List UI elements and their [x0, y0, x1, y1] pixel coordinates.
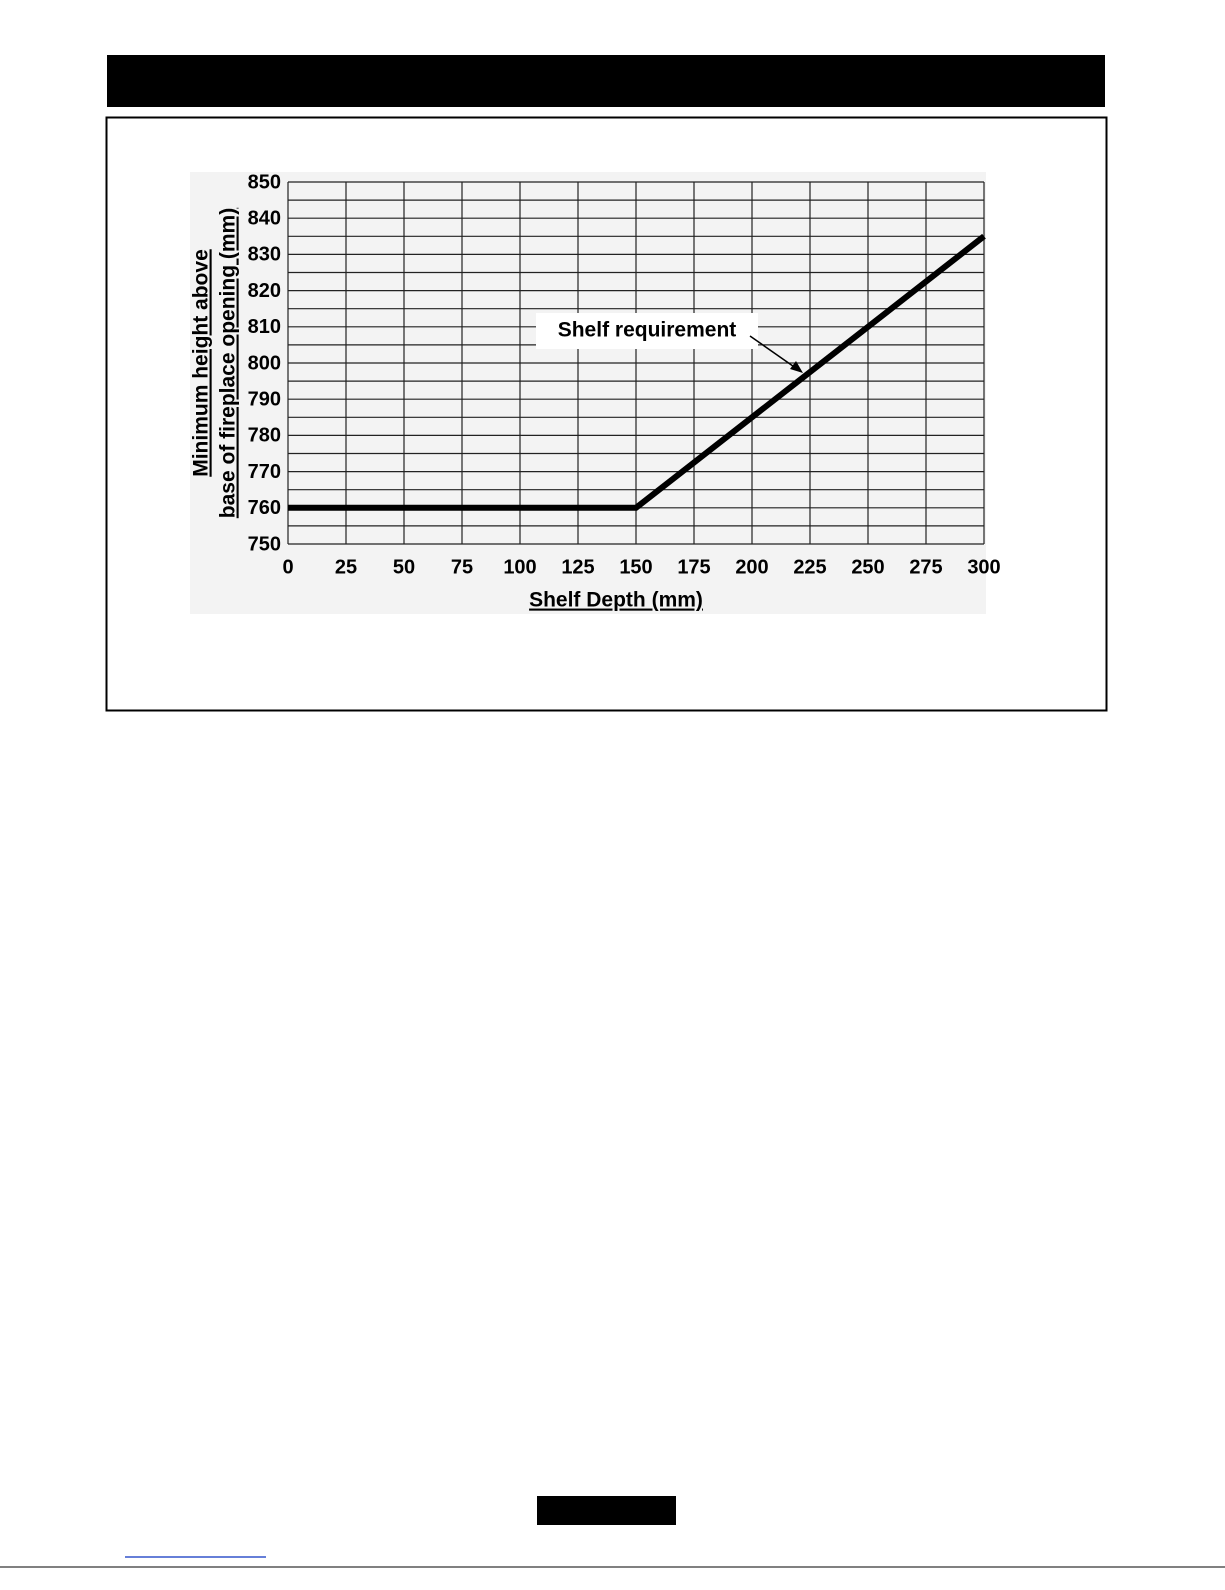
footer-block [537, 1496, 676, 1525]
data-line [288, 233, 986, 511]
y-tick-label: 850 [248, 171, 281, 193]
x-axis-label: Shelf Depth (mm) [529, 589, 703, 612]
y-tick-label: 780 [248, 425, 281, 447]
x-tick-label: 25 [335, 556, 357, 578]
x-tick-label: 150 [619, 556, 652, 578]
x-tick-label: 250 [851, 556, 884, 578]
y-tick-label: 830 [248, 244, 281, 266]
x-tick-label: 125 [561, 556, 594, 578]
x-tick-label: 0 [282, 556, 293, 578]
x-tick-label: 300 [967, 556, 1000, 578]
chart: 750 760 770 780 790 800 810 820 830 840 850 0 25 50 75… [190, 171, 1001, 611]
y-tick-label: 800 [248, 352, 281, 374]
y-tick-label: 820 [248, 280, 281, 302]
y-tick-label: 840 [248, 207, 281, 229]
x-tick-label: 75 [451, 556, 473, 578]
figure-frame [105, 116, 1108, 712]
chart-background [190, 172, 986, 614]
header-bar [107, 55, 1105, 107]
y-axis-label: Minimum height above [190, 249, 213, 477]
y-tick-label: 760 [248, 497, 281, 519]
x-tick-label: 100 [503, 556, 536, 578]
y-tick-label: 770 [248, 461, 281, 483]
annotation-box [536, 313, 758, 349]
annotation-arrow [749, 335, 801, 372]
x-tick-label: 275 [909, 556, 942, 578]
y-tick-label: 790 [248, 388, 281, 410]
y-axis-label: base of fireplace opening (mm) [217, 208, 240, 518]
y-tick-label: 810 [248, 316, 281, 338]
x-tick-label: 200 [735, 556, 768, 578]
y-tick-label: 750 [248, 533, 281, 555]
annotation: Shelf requirement [558, 319, 737, 342]
x-tick-label: 175 [677, 556, 710, 578]
x-tick-label: 50 [393, 556, 415, 578]
annotation-arrowhead [790, 361, 803, 373]
x-tick-label: 225 [793, 556, 826, 578]
